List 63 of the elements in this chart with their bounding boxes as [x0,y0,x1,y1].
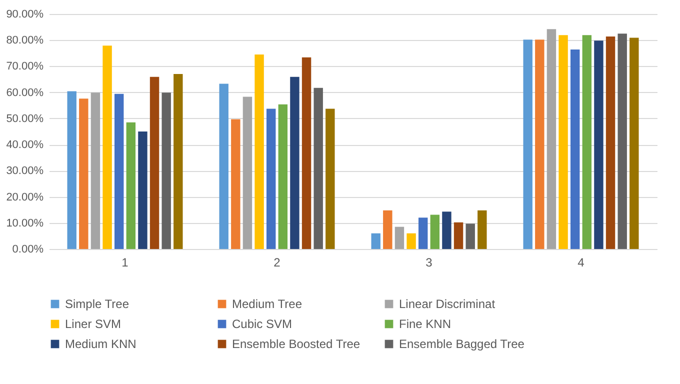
bar [618,34,627,249]
legend-label: Medium KNN [65,337,136,351]
bar [523,40,532,249]
legend-label: Ensemble Boosted Tree [232,337,360,351]
y-tick-label: 40.00% [6,139,44,152]
bar [278,104,288,249]
legend-label: Linear Discriminat [399,297,496,311]
bar [430,214,440,249]
bar [466,224,475,249]
y-tick-label: 30.00% [6,165,44,178]
bar [418,218,428,249]
bar [454,222,464,249]
bar [302,57,312,249]
bar [606,36,616,249]
y-tick-label: 0.00% [12,244,44,256]
bar [290,76,300,249]
legend-label: Fine KNN [399,317,452,331]
x-tick-label: 4 [578,256,585,270]
bar [570,50,580,249]
bar [242,96,252,249]
bar [371,233,380,249]
bar [254,54,264,249]
bar [326,108,335,249]
bar [67,91,76,249]
bar [394,226,404,249]
legend-label: Liner SVM [65,317,122,331]
bar [630,38,639,249]
bar [126,122,136,249]
bar [406,233,416,249]
bar [478,210,487,249]
bar [546,29,556,249]
bar [582,35,592,249]
x-tick-label: 1 [122,256,129,270]
y-tick-label: 80.00% [6,34,44,47]
bar [535,40,544,249]
y-tick-label: 50.00% [6,112,44,125]
legend-label: Cubic SVM [232,317,292,331]
y-tick-label: 60.00% [6,86,44,99]
x-tick-label: 2 [274,256,281,270]
legend-label: Simple Tree [65,297,130,311]
y-tick-label: 70.00% [6,60,44,73]
bar [174,74,183,249]
y-tick-label: 90.00% [6,8,44,20]
bar [138,132,148,249]
bar [79,98,88,249]
y-tick-label: 10.00% [6,217,44,230]
legend-label: Medium Tree [232,297,302,311]
bar [383,210,392,249]
bar [150,76,160,249]
bar [90,92,100,249]
bar [266,108,276,249]
bar [219,84,228,249]
bar [558,35,568,249]
bar [102,46,112,249]
bar [114,94,124,249]
bar [162,92,171,249]
bar [442,212,452,249]
x-tick-label: 3 [426,256,433,270]
bar [231,119,240,249]
legend-label: Ensemble Bagged Tree [399,337,525,351]
bar [314,88,323,249]
bar [594,40,604,249]
y-tick-label: 20.00% [6,191,44,204]
